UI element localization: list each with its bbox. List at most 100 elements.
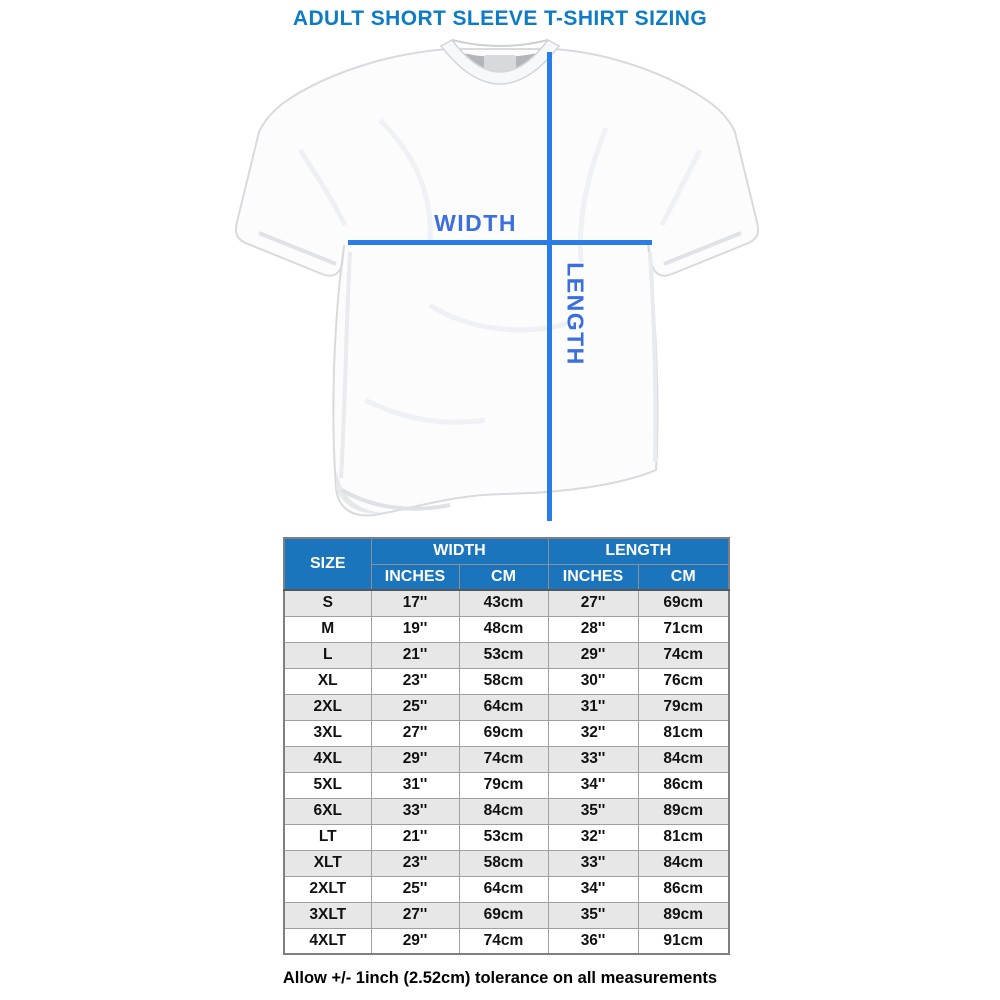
width-in-cell: 23'' — [370, 849, 460, 877]
width-cm-cell: 43cm — [458, 589, 549, 617]
hem-fold — [336, 470, 382, 514]
width-in-cell: 17'' — [370, 589, 460, 617]
col-header-width-cm: CM — [458, 563, 549, 591]
table-row: 4XL 29'' 74cm 33'' 84cm — [283, 745, 730, 773]
width-measure-line — [348, 240, 652, 245]
length-cm-cell: 79cm — [637, 693, 730, 721]
size-cell: 3XL — [283, 719, 372, 747]
table-row: M 19'' 48cm 28'' 71cm — [283, 615, 730, 643]
length-in-cell: 34'' — [547, 771, 639, 799]
length-cm-cell: 86cm — [637, 771, 730, 799]
width-in-cell: 25'' — [370, 693, 460, 721]
width-in-cell: 23'' — [370, 667, 460, 695]
length-cm-cell: 84cm — [637, 745, 730, 773]
col-header-size: SIZE — [283, 537, 372, 591]
table-row: 4XLT 29'' 74cm 36'' 91cm — [283, 927, 730, 955]
table-row: S 17'' 43cm 27'' 69cm — [283, 589, 730, 617]
length-in-cell: 27'' — [547, 589, 639, 617]
col-header-width-inches: INCHES — [370, 563, 460, 591]
size-cell: 2XLT — [283, 875, 372, 903]
length-in-cell: 29'' — [547, 641, 639, 669]
width-cm-cell: 58cm — [458, 667, 549, 695]
length-cm-cell: 89cm — [637, 797, 730, 825]
hem-shadow — [340, 488, 451, 511]
width-in-cell: 25'' — [370, 875, 460, 903]
page-title: ADULT SHORT SLEEVE T-SHIRT SIZING — [292, 7, 708, 30]
length-in-cell: 30'' — [547, 667, 639, 695]
collar-back-edge — [451, 39, 549, 47]
length-in-cell: 35'' — [547, 901, 639, 929]
length-cm-cell: 69cm — [637, 589, 730, 617]
table-row: XLT 23'' 58cm 33'' 84cm — [283, 849, 730, 877]
size-cell: 4XL — [283, 745, 372, 773]
length-in-cell: 33'' — [547, 745, 639, 773]
length-in-cell: 34'' — [547, 875, 639, 903]
length-in-cell: 32'' — [547, 719, 639, 747]
width-in-cell: 27'' — [370, 901, 460, 929]
length-in-cell: 32'' — [547, 823, 639, 851]
width-in-cell: 29'' — [370, 745, 460, 773]
table-row: 2XL 25'' 64cm 31'' 79cm — [283, 693, 730, 721]
size-cell: 6XL — [283, 797, 372, 825]
side-shadows — [339, 251, 658, 479]
size-cell: L — [283, 641, 372, 669]
length-cm-cell: 81cm — [637, 719, 730, 747]
length-label: LENGTH — [562, 262, 589, 366]
size-cell: 3XLT — [283, 901, 372, 929]
width-in-cell: 21'' — [370, 641, 460, 669]
length-in-cell: 31'' — [547, 693, 639, 721]
length-cm-cell: 74cm — [637, 641, 730, 669]
col-header-length-inches: INCHES — [547, 563, 639, 591]
width-cm-cell: 58cm — [458, 849, 549, 877]
length-cm-cell: 76cm — [637, 667, 730, 695]
table-row: L 21'' 53cm 29'' 74cm — [283, 641, 730, 669]
width-cm-cell: 79cm — [458, 771, 549, 799]
left-sleeve-cuff — [258, 231, 337, 266]
right-sleeve-cuff — [663, 231, 742, 266]
table-row: LT 21'' 53cm 32'' 81cm — [283, 823, 730, 851]
size-cell: LT — [283, 823, 372, 851]
width-cm-cell: 53cm — [458, 641, 549, 669]
size-cell: S — [283, 589, 372, 617]
width-in-cell: 19'' — [370, 615, 460, 643]
width-cm-cell: 74cm — [458, 927, 549, 955]
width-in-cell: 29'' — [370, 927, 460, 955]
width-label: WIDTH — [434, 210, 517, 236]
size-cell: 4XLT — [283, 927, 372, 955]
table-row: 3XLT 27'' 69cm 35'' 89cm — [283, 901, 730, 929]
table-row: 2XLT 25'' 64cm 34'' 86cm — [283, 875, 730, 903]
length-in-cell: 33'' — [547, 849, 639, 877]
col-header-length-cm: CM — [637, 563, 730, 591]
width-cm-cell: 64cm — [458, 875, 549, 903]
length-cm-cell: 89cm — [637, 901, 730, 929]
width-cm-cell: 74cm — [458, 745, 549, 773]
width-cm-cell: 69cm — [458, 719, 549, 747]
width-cm-cell: 69cm — [458, 901, 549, 929]
width-in-cell: 33'' — [370, 797, 460, 825]
sizing-table: SIZE WIDTH LENGTH INCHES CM INCHES CM S … — [283, 537, 730, 955]
length-cm-cell: 86cm — [637, 875, 730, 903]
width-in-cell: 27'' — [370, 719, 460, 747]
table-row: 3XL 27'' 69cm 32'' 81cm — [283, 719, 730, 747]
length-in-cell: 36'' — [547, 927, 639, 955]
width-cm-cell: 48cm — [458, 615, 549, 643]
size-cell: XL — [283, 667, 372, 695]
width-in-cell: 21'' — [370, 823, 460, 851]
size-cell: XLT — [283, 849, 372, 877]
length-cm-cell: 84cm — [637, 849, 730, 877]
length-cm-cell: 71cm — [637, 615, 730, 643]
width-cm-cell: 64cm — [458, 693, 549, 721]
width-in-cell: 31'' — [370, 771, 460, 799]
table-row: XL 23'' 58cm 30'' 76cm — [283, 667, 730, 695]
collar-band — [439, 39, 561, 85]
size-cell: 5XL — [283, 771, 372, 799]
length-in-cell: 35'' — [547, 797, 639, 825]
col-header-length: LENGTH — [547, 537, 730, 565]
sizing-table-header: SIZE WIDTH LENGTH INCHES CM INCHES CM — [283, 537, 730, 591]
tshirt-photo — [234, 39, 760, 517]
table-row: 6XL 33'' 84cm 35'' 89cm — [283, 797, 730, 825]
col-header-width: WIDTH — [370, 537, 549, 565]
length-in-cell: 28'' — [547, 615, 639, 643]
tshirt-body — [234, 48, 760, 517]
